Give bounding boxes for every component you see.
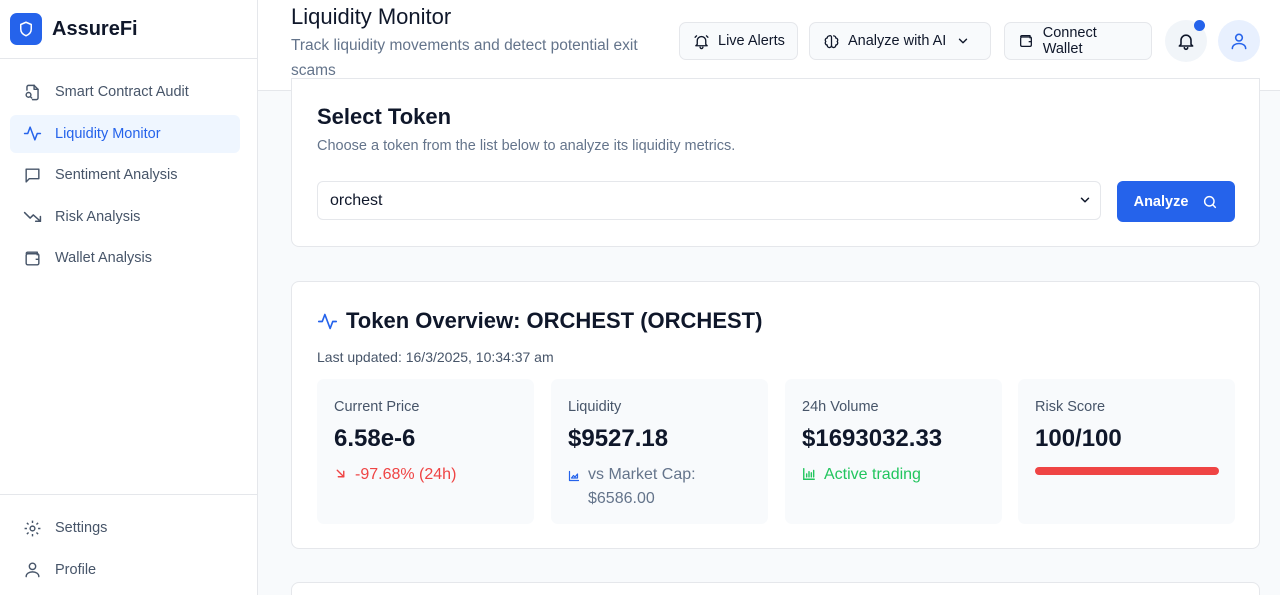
chevron-down-icon [956, 34, 970, 48]
sidebar-item-wallet-analysis[interactable]: Wallet Analysis [10, 239, 240, 277]
connect-wallet-label: Connect Wallet [1042, 25, 1097, 57]
brand-name: AssureFi [52, 17, 138, 40]
select-token-title: Select Token [317, 104, 452, 129]
stat-value: 100/100 [1035, 425, 1122, 452]
stat-24h-volume: 24h Volume $1693032.33 Active trading [785, 379, 1002, 524]
live-alerts-button[interactable]: Live Alerts [679, 22, 798, 60]
stat-label: Risk Score [1035, 399, 1106, 415]
volume-status-text: Active trading [824, 466, 921, 483]
wallet-icon [1017, 32, 1035, 50]
sidebar-item-label: Profile [55, 561, 97, 578]
sidebar-item-smart-contract-audit[interactable]: Smart Contract Audit [10, 73, 240, 111]
analyze-with-ai-button[interactable]: Analyze with AI [809, 22, 991, 60]
bell-icon [1176, 31, 1196, 51]
stat-value: 6.58e-6 [334, 425, 416, 452]
token-select-value: orchest [330, 191, 383, 209]
stat-risk-score: Risk Score 100/100 [1018, 379, 1235, 524]
last-updated: Last updated: 16/3/2025, 10:34:37 am [317, 349, 554, 365]
token-overview-title-text: Token Overview: ORCHEST (ORCHEST) [346, 308, 763, 333]
chevron-down-icon [1078, 193, 1092, 212]
notification-badge [1194, 20, 1205, 31]
user-icon [22, 560, 42, 580]
select-token-description: Choose a token from the list below to an… [317, 138, 736, 154]
bell-ring-icon [692, 32, 710, 50]
analyze-button[interactable]: Analyze [1117, 181, 1235, 222]
sidebar-item-sentiment-analysis[interactable]: Sentiment Analysis [10, 156, 240, 194]
sidebar: AssureFi Smart Contract Audit Liquidity … [0, 0, 258, 595]
sidebar-item-label: Wallet Analysis [55, 250, 152, 266]
brain-icon [822, 32, 840, 50]
sidebar-item-label: Liquidity Monitor [55, 125, 161, 142]
bar-chart-icon [802, 467, 816, 481]
price-change-text: -97.68% (24h) [355, 466, 457, 483]
trending-down-icon [22, 207, 42, 227]
sidebar-item-label: Sentiment Analysis [55, 167, 178, 183]
sidebar-item-risk-analysis[interactable]: Risk Analysis [10, 198, 240, 236]
file-search-icon [22, 82, 42, 102]
shield-icon [10, 13, 42, 45]
sidebar-bottom: Settings Profile [0, 494, 257, 592]
live-alerts-label: Live Alerts [718, 33, 785, 49]
message-square-icon [22, 165, 42, 185]
stat-value: $1693032.33 [802, 425, 943, 452]
area-chart-icon [568, 470, 580, 482]
page-subtitle: Track liquidity movements and detect pot… [291, 37, 638, 79]
risk-score-bar [1035, 467, 1219, 475]
stat-liquidity: Liquidity $9527.18 vs Market Cap: $6586.… [551, 379, 768, 524]
page-title: Liquidity Monitor [291, 4, 452, 29]
select-token-card: Select Token Choose a token from the lis… [291, 78, 1260, 247]
sidebar-item-label: Risk Analysis [55, 208, 141, 225]
sidebar-item-profile[interactable]: Profile [10, 551, 240, 589]
analyze-button-label: Analyze [1133, 193, 1189, 210]
brand: AssureFi [0, 0, 257, 59]
stat-current-price: Current Price 6.58e-6 -97.68% (24h) [317, 379, 534, 524]
wallet-icon [22, 248, 42, 268]
analyze-with-ai-label: Analyze with AI [848, 33, 947, 49]
token-select[interactable]: orchest [317, 181, 1101, 220]
price-change: -97.68% (24h) [334, 463, 517, 487]
avatar[interactable] [1218, 20, 1260, 62]
stat-label: Current Price [334, 399, 420, 415]
sidebar-item-settings[interactable]: Settings [10, 509, 240, 547]
stat-value: $9527.18 [568, 425, 669, 452]
connect-wallet-button[interactable]: Connect Wallet [1004, 22, 1152, 60]
notifications-button[interactable] [1165, 20, 1207, 62]
liquidity-market-cap-text: vs Market Cap: $6586.00 [588, 466, 696, 507]
activity-icon [22, 124, 42, 144]
search-icon [1202, 194, 1218, 210]
stat-label: 24h Volume [802, 399, 879, 415]
sidebar-item-liquidity-monitor[interactable]: Liquidity Monitor [10, 114, 240, 153]
stat-label: Liquidity [568, 399, 622, 415]
sidebar-item-label: Settings [55, 520, 108, 536]
next-section-card [291, 582, 1260, 595]
activity-icon [317, 311, 338, 332]
top-header: Liquidity Monitor Track liquidity moveme… [258, 0, 1280, 91]
volume-status: Active trading [802, 463, 985, 487]
gear-icon [22, 518, 42, 538]
user-icon [1229, 31, 1249, 51]
sidebar-nav: Smart Contract Audit Liquidity Monitor S… [0, 59, 257, 277]
sidebar-item-label: Smart Contract Audit [55, 84, 189, 100]
liquidity-market-cap: vs Market Cap: $6586.00 [568, 463, 751, 511]
arrow-down-right-icon [334, 467, 347, 480]
token-overview-card: Token Overview: ORCHEST (ORCHEST) Last u… [291, 281, 1260, 549]
token-overview-title: Token Overview: ORCHEST (ORCHEST) [317, 308, 762, 334]
